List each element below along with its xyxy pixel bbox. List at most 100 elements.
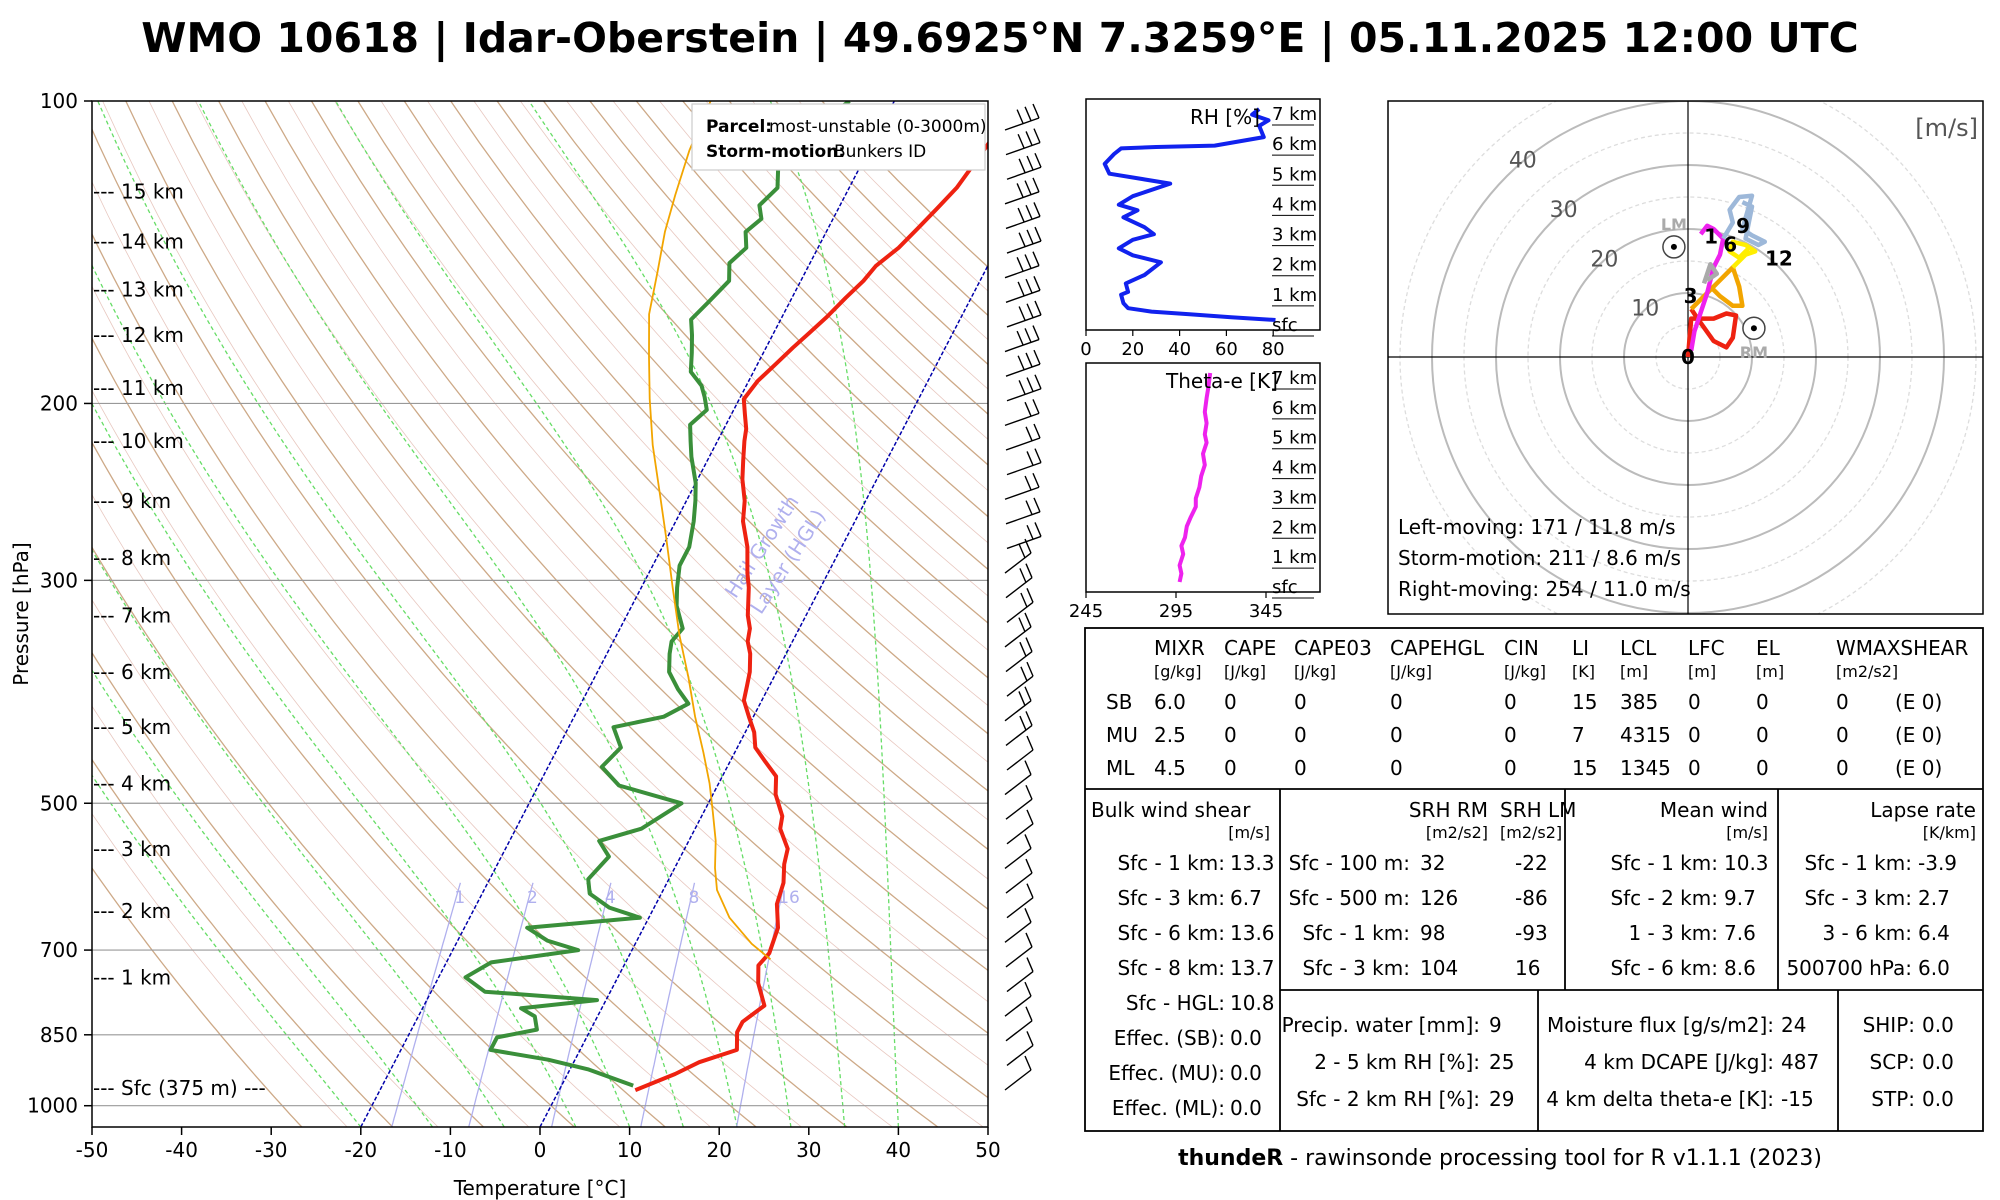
- hodo-trace: [1689, 265, 1745, 311]
- mixing-ratio-line: [640, 882, 696, 1127]
- hodo-ring-label: 10: [1631, 297, 1659, 322]
- wind-barb: [1004, 251, 1040, 279]
- rh-x-tick-label: 80: [1262, 339, 1285, 360]
- height-label: --- 11 km: [93, 376, 184, 400]
- height-label: --- 6 km: [93, 660, 171, 684]
- storm-info-line: Storm-motion: 211 / 8.6 m/s: [1398, 546, 1681, 570]
- bulk-row-label: Sfc - 6 km:: [1117, 921, 1225, 945]
- lapse-row-value: 2.7: [1918, 886, 1950, 910]
- wind-barb: [1004, 399, 1040, 427]
- wind-barb: [1004, 1055, 1032, 1091]
- wind-barb: [1006, 1031, 1034, 1066]
- dry-adiabat: [125, 101, 988, 1099]
- dry-adiabat: [310, 101, 988, 851]
- footer-credit: thundeR - rawinsonde processing tool for…: [1100, 1146, 1900, 1171]
- wind-barb: [1004, 177, 1040, 205]
- dry-adiabat: [92, 546, 575, 1127]
- wind-barb: [1005, 711, 1033, 746]
- wind-barb: [1006, 374, 1042, 402]
- hodo-height-label: 0: [1681, 345, 1695, 369]
- param-unit: [m]: [1620, 662, 1648, 681]
- x-tick-label: 20: [706, 1138, 731, 1162]
- x-tick-label: -50: [76, 1138, 109, 1162]
- dry-adiabat: [450, 101, 988, 679]
- param-cell: 7: [1572, 723, 1585, 747]
- moisture-row-label: Precip. water [mm]:: [1282, 1013, 1480, 1037]
- srh-row-label: Sfc - 100 m:: [1289, 851, 1410, 875]
- lapse-row-label: 500700 hPa:: [1786, 956, 1912, 980]
- hodo-height-label: 12: [1765, 246, 1793, 270]
- thetae-height-label: 5 km: [1272, 428, 1317, 449]
- y-tick-label: 500: [40, 791, 78, 815]
- param-cell: 0: [1390, 723, 1403, 747]
- bulk-title: Bulk wind shear: [1091, 798, 1251, 822]
- dry-adiabat-minor: [92, 389, 711, 1127]
- srh-row-value: -86: [1515, 886, 1548, 910]
- dry-adiabat: [589, 101, 988, 518]
- x-tick-label: 40: [886, 1138, 911, 1162]
- bulk-row-label: Sfc - HGL:: [1126, 991, 1225, 1015]
- param-cell: (E 0): [1895, 723, 1942, 747]
- moist-adiabat: [92, 548, 505, 1127]
- storm-info-line: Right-moving: 254 / 11.0 m/s: [1398, 577, 1691, 601]
- height-label: --- 5 km: [93, 715, 171, 739]
- moisture-row-value: 25: [1489, 1050, 1514, 1074]
- rh-height-label: 7 km: [1272, 104, 1317, 125]
- dry-adiabat-minor: [241, 101, 988, 941]
- mean-unit: [m/s]: [1726, 823, 1768, 842]
- wind-barb: [1005, 932, 1033, 968]
- bulk-row-label: Sfc - 1 km:: [1117, 851, 1225, 875]
- param-unit: [K]: [1572, 662, 1595, 681]
- rh-height-label: 6 km: [1272, 134, 1317, 155]
- lapse-row-label: Sfc - 3 km:: [1804, 886, 1912, 910]
- param-unit: [m2/s2]: [1836, 662, 1898, 681]
- moist-adiabat: [92, 774, 362, 1127]
- moist-adiabat: [769, 101, 900, 1127]
- param-header: CAPEHGL: [1390, 636, 1485, 660]
- temperature-line: [634, 140, 988, 1093]
- hodo-trace: [1701, 261, 1720, 285]
- wind-barb: [1004, 834, 1032, 870]
- rh-height-label: 2 km: [1272, 255, 1317, 276]
- param-cell: 2.5: [1154, 723, 1186, 747]
- param-unit: [J/kg]: [1390, 662, 1432, 681]
- bulk-row-value: 0.0: [1230, 1096, 1262, 1120]
- height-label: --- 14 km: [93, 230, 184, 254]
- lapse-row-label: Sfc - 1 km:: [1804, 851, 1912, 875]
- thetae-height-label: 4 km: [1272, 458, 1317, 479]
- thetae-height-label: 3 km: [1272, 487, 1317, 508]
- wind-barb: [1006, 226, 1042, 254]
- thetae-height-label: 7 km: [1272, 368, 1317, 389]
- param-cell: 0: [1504, 690, 1517, 714]
- srh-row-value: 126: [1420, 886, 1458, 910]
- x-tick-label: -10: [434, 1138, 467, 1162]
- mixing-ratio-line: [391, 882, 462, 1127]
- y-tick-label: 850: [40, 1023, 78, 1047]
- parcel-line: [648, 101, 772, 960]
- storm-motion-label: LM: [1661, 215, 1687, 234]
- mean-row-label: Sfc - 6 km:: [1610, 956, 1718, 980]
- thetae-height-label: 1 km: [1272, 547, 1317, 568]
- x-tick-label: -20: [344, 1138, 377, 1162]
- legend-box: [691, 103, 986, 171]
- param-cell: 15: [1572, 756, 1597, 780]
- bulk-row-value: 13.3: [1230, 851, 1275, 875]
- lapse-row-value: 6.0: [1918, 956, 1950, 980]
- moist-adiabat: [335, 101, 792, 1127]
- dry-adiabat: [92, 758, 394, 1127]
- rh-title: RH [%]: [1190, 105, 1260, 129]
- param-header: MIXR: [1154, 636, 1205, 660]
- page-title: WMO 10618 | Idar-Oberstein | 49.6925°N 7…: [141, 14, 1859, 62]
- srh-unit: [m2/s2]: [1426, 823, 1488, 842]
- x-tick-label: -40: [165, 1138, 198, 1162]
- legend-storm-value: Bunkers ID: [834, 142, 926, 162]
- thetae-line: [1177, 372, 1213, 583]
- param-header: CIN: [1504, 636, 1539, 660]
- srh-row-label: Sfc - 1 km:: [1302, 921, 1410, 945]
- moist-adiabat: [97, 101, 685, 1127]
- footer-text: - rawinsonde processing tool for R v1.1.…: [1283, 1146, 1822, 1171]
- dry-adiabat: [496, 101, 988, 624]
- param-header: WMAXSHEAR: [1836, 636, 1968, 660]
- wind-barb: [1006, 300, 1042, 328]
- composite-row-value: 0.0: [1922, 1013, 1954, 1037]
